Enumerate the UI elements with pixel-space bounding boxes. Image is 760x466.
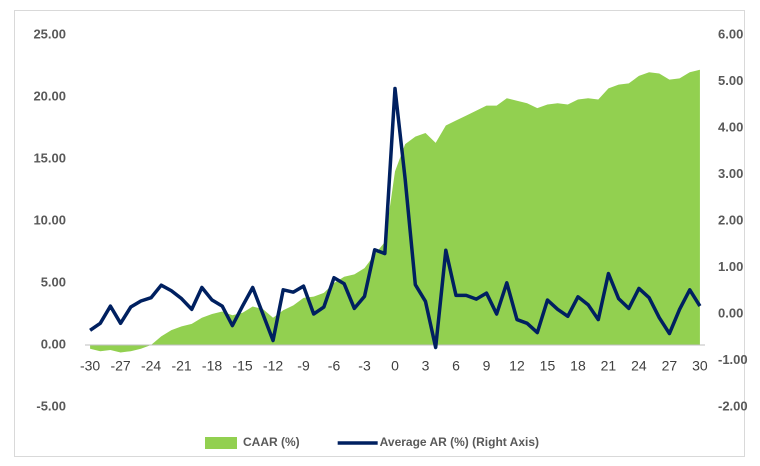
legend-label: CAAR (%) [243,435,300,449]
line [89,86,702,350]
x-tick-label: 21 [601,358,617,374]
y-tick-label: 20.00 [33,88,66,103]
y2-tick-label: 4.00 [718,119,743,134]
x-tick-label: -6 [328,358,341,374]
y2-tick-label: 3.00 [718,166,743,181]
x-tick-label: -12 [263,358,283,374]
x-tick-label: 27 [662,358,678,374]
x-tick-label: -30 [80,358,100,374]
y-tick-label: 5.00 [41,274,66,289]
x-tick-label: 24 [631,358,647,374]
x-tick-label: 30 [692,358,708,374]
x-tick-label: 0 [391,358,399,374]
y2-tick-label: -2.00 [718,398,748,413]
legend-label: Average AR (%) (Right Axis) [380,435,539,449]
y-tick-label: 0.00 [41,336,66,351]
x-tick-label: 18 [570,358,586,374]
x-tick-label: 9 [483,358,491,374]
x-tick-label: -18 [202,358,222,374]
x-tick-label: -24 [141,358,161,374]
area [90,69,700,353]
x-tick-label: 3 [422,358,430,374]
y-tick-label: -5.00 [36,398,66,413]
y2-tick-label: 5.00 [718,73,743,88]
y2-tick-label: 0.00 [718,305,743,320]
x-tick-label: -9 [297,358,310,374]
y2-tick-label: 6.00 [718,26,743,41]
x-tick-label: 15 [540,358,556,374]
x-tick-label: 12 [509,358,525,374]
y-tick-label: 10.00 [33,212,66,227]
x-tick-label: -3 [358,358,371,374]
y2-tick-label: 1.00 [718,259,743,274]
legend-swatch [205,437,237,449]
y-tick-label: 25.00 [33,26,66,41]
x-tick-label: 6 [452,358,460,374]
x-tick-label: -27 [110,358,130,374]
y2-tick-label: 2.00 [718,212,743,227]
x-tick-label: -21 [171,358,191,374]
y2-tick-label: -1.00 [718,352,748,367]
x-tick-label: -15 [232,358,252,374]
y-tick-label: 15.00 [33,150,66,165]
